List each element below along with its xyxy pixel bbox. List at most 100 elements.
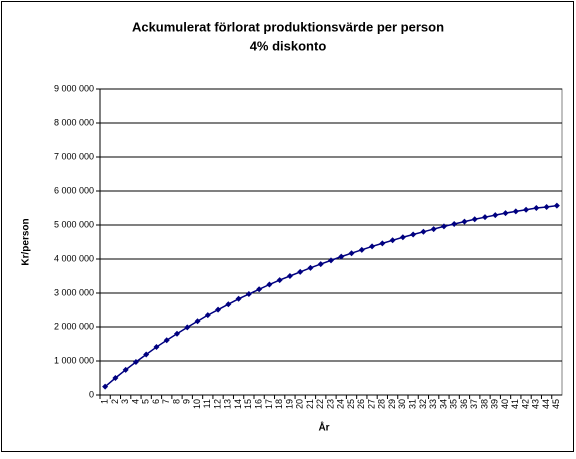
data-point: [430, 226, 437, 233]
x-tick-label: 39: [490, 399, 500, 409]
x-tick-label: 43: [531, 399, 541, 409]
x-tick-label: 21: [305, 399, 315, 409]
x-tick-label: 5: [141, 399, 151, 404]
data-point: [143, 351, 150, 358]
x-tick-label: 40: [500, 399, 510, 409]
x-tick-label: 38: [479, 399, 489, 409]
data-point: [297, 268, 304, 275]
data-point: [112, 375, 119, 381]
x-tick-label: 12: [212, 399, 222, 409]
x-tick-label: 19: [284, 399, 294, 409]
data-point: [492, 212, 499, 219]
data-point: [235, 295, 242, 302]
x-tick-label: 33: [428, 399, 438, 409]
data-point: [512, 208, 519, 215]
data-point: [369, 243, 376, 250]
chart-title: Ackumulerat förlorat produktionsvärde pe…: [132, 19, 444, 34]
data-point: [358, 246, 365, 253]
data-point: [204, 312, 211, 319]
data-point: [215, 306, 222, 313]
data-point: [276, 277, 283, 284]
x-tick-label: 15: [243, 399, 253, 409]
data-point: [553, 202, 560, 209]
data-point: [410, 231, 417, 238]
data-point: [420, 228, 427, 235]
x-tick-label: 20: [295, 399, 305, 409]
data-point: [184, 324, 191, 331]
x-tick-label: 24: [336, 399, 346, 409]
x-axis-title: År: [318, 421, 329, 434]
y-tick-label: 9 000 000: [54, 83, 94, 93]
y-tick-label: 3 000 000: [54, 287, 94, 297]
data-point: [471, 216, 478, 223]
x-tick-label: 6: [151, 399, 161, 404]
data-point: [102, 383, 109, 390]
data-point: [523, 206, 530, 213]
data-point: [399, 234, 406, 241]
x-tick-label: 1: [100, 399, 110, 404]
x-tick-label: 45: [551, 399, 561, 409]
x-tick-label: 44: [541, 399, 551, 409]
data-point: [194, 318, 201, 325]
y-tick-label: 7 000 000: [54, 151, 94, 161]
x-tick-label: 31: [408, 399, 418, 409]
data-point: [440, 223, 447, 230]
data-point: [451, 220, 458, 227]
data-point: [286, 273, 293, 279]
y-tick-label: 8 000 000: [54, 117, 94, 127]
data-point: [533, 205, 540, 211]
x-tick-label: 11: [202, 399, 212, 408]
data-point: [122, 366, 129, 373]
y-tick-label: 2 000 000: [54, 321, 94, 331]
data-point: [174, 330, 180, 337]
x-tick-label: 28: [377, 399, 387, 409]
x-tick-label: 37: [469, 399, 479, 409]
y-axis-title: Kr/person: [21, 218, 32, 265]
x-tick-label: 41: [510, 399, 520, 409]
data-point: [502, 210, 509, 217]
x-tick-label: 17: [264, 399, 274, 409]
x-tick-label: 16: [254, 399, 264, 409]
chart-subtitle: 4% diskonto: [250, 38, 327, 53]
x-tick-label: 35: [449, 399, 459, 409]
data-point: [245, 291, 252, 298]
x-tick-label: 23: [325, 399, 335, 409]
data-point: [266, 281, 273, 288]
data-point: [338, 253, 345, 260]
y-tick-label: 1 000 000: [54, 355, 94, 365]
x-tick-label: 3: [120, 399, 130, 404]
x-tick-label: 29: [387, 399, 397, 409]
data-point: [225, 301, 232, 308]
x-tick-label: 25: [346, 399, 356, 409]
x-tick-label: 13: [223, 399, 233, 409]
x-tick-label: 42: [520, 399, 530, 409]
data-point: [543, 203, 550, 210]
data-point: [482, 214, 488, 221]
x-tick-label: 22: [315, 399, 325, 409]
y-tick-label: 4 000 000: [54, 253, 94, 263]
x-tick-label: 14: [233, 399, 243, 409]
x-tick-label: 4: [130, 399, 140, 404]
x-tick-label: 10: [192, 399, 202, 409]
x-tick-label: 2: [110, 399, 120, 404]
x-tick-label: 30: [397, 399, 407, 409]
data-point: [256, 286, 263, 293]
x-tick-label: 32: [418, 399, 428, 409]
data-point: [317, 261, 324, 268]
data-point: [132, 359, 139, 366]
x-tick-label: 9: [182, 399, 192, 404]
y-tick-label: 5 000 000: [54, 219, 94, 229]
x-tick-label: 8: [171, 399, 181, 404]
x-tick-label: 36: [459, 399, 469, 409]
x-tick-label: 18: [274, 399, 284, 409]
data-point: [163, 337, 170, 344]
data-point: [307, 264, 314, 271]
x-tick-label: 34: [438, 399, 448, 409]
data-point: [348, 250, 355, 257]
x-tick-label: 27: [366, 399, 376, 409]
data-point: [389, 237, 396, 244]
x-tick-label: 26: [356, 399, 366, 409]
y-tick-label: 0: [89, 389, 94, 399]
data-point: [379, 240, 386, 247]
plot-area: [99, 88, 563, 396]
